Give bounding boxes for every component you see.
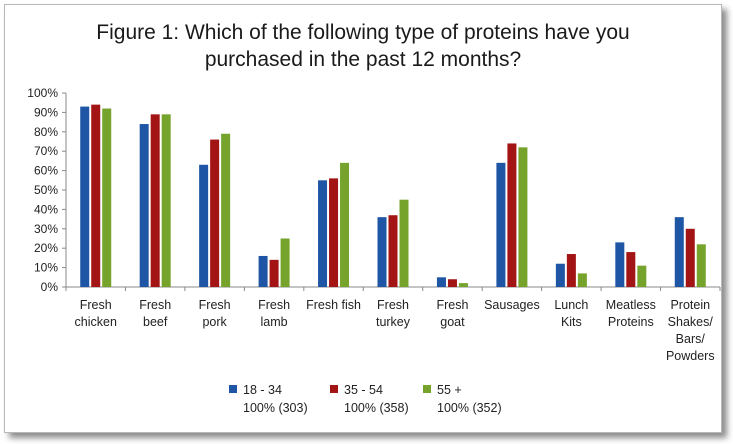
- x-category-label: Fresh fish: [306, 298, 361, 312]
- bar: [399, 199, 409, 287]
- bar: [518, 147, 528, 287]
- bar: [102, 108, 112, 288]
- legend-series-name: 55 +: [437, 383, 462, 397]
- bar: [139, 124, 149, 287]
- bar: [615, 242, 625, 287]
- y-tick-label: 100%: [27, 86, 58, 100]
- y-tick-label: 90%: [34, 105, 58, 119]
- legend-swatch: [229, 385, 237, 393]
- bar: [388, 215, 398, 287]
- legend-series-base: 100% (352): [437, 401, 502, 415]
- bar: [685, 228, 695, 287]
- chart-title-line-1: Figure 1: Which of the following type of…: [96, 21, 630, 44]
- legend-series-base: 100% (303): [243, 401, 308, 415]
- bar: [507, 143, 517, 287]
- x-category-label: Protein Shakes/Bars/Powders: [666, 298, 715, 363]
- bar: [696, 244, 706, 287]
- bar: [626, 252, 636, 287]
- x-category-label: Fresh goat: [436, 298, 468, 329]
- y-tick-label: 40%: [34, 202, 58, 216]
- x-category-label: Meatless Proteins: [606, 298, 656, 329]
- chart-title: Figure 1: Which of the following type of…: [5, 19, 721, 73]
- x-category-label: Sausages: [484, 298, 540, 312]
- x-category-label: Lunch Kits: [554, 298, 588, 329]
- bar: [436, 277, 446, 287]
- bar: [161, 114, 171, 287]
- bar: [637, 265, 647, 287]
- x-category-label: Fresh lamb: [258, 298, 290, 329]
- y-tick-label: 10%: [34, 261, 58, 275]
- bar: [340, 162, 350, 287]
- bar: [258, 255, 268, 287]
- x-category-label: Fresh beef: [139, 298, 171, 329]
- bar: [318, 180, 328, 287]
- x-category-label: Fresh chicken: [75, 298, 117, 329]
- chart-frame: Figure 1: Which of the following type of…: [4, 4, 722, 433]
- y-tick-label: 60%: [34, 164, 58, 178]
- legend-series-name: 18 - 34: [243, 383, 282, 397]
- legend-swatch: [330, 385, 338, 393]
- legend-swatch: [423, 385, 431, 393]
- chart-title-line-2: purchased in the past 12 months?: [204, 48, 522, 71]
- x-category-label: Fresh turkey: [376, 298, 411, 329]
- legend-series-base: 100% (358): [344, 401, 409, 415]
- bar: [577, 273, 587, 287]
- legend-series-name: 35 - 54: [344, 383, 383, 397]
- y-tick-label: 70%: [34, 144, 58, 158]
- bar: [447, 279, 457, 287]
- bar: [555, 263, 565, 287]
- bar: [566, 254, 576, 287]
- bar: [150, 114, 160, 287]
- bar: [91, 104, 101, 287]
- y-tick-label: 50%: [34, 183, 58, 197]
- y-tick-label: 30%: [34, 222, 58, 236]
- bar: [496, 162, 506, 287]
- bar: [199, 164, 209, 287]
- bar: [458, 283, 468, 287]
- bar: [221, 133, 231, 287]
- y-tick-label: 20%: [34, 241, 58, 255]
- y-tick-label: 0%: [41, 280, 59, 294]
- bar: [80, 106, 90, 287]
- bar: [269, 259, 279, 287]
- bar: [210, 139, 220, 287]
- bar: [280, 238, 290, 287]
- bar: [674, 217, 684, 287]
- bar: [329, 178, 339, 287]
- y-tick-label: 80%: [34, 125, 58, 139]
- bar: [377, 217, 387, 287]
- x-category-label: Fresh pork: [199, 298, 231, 329]
